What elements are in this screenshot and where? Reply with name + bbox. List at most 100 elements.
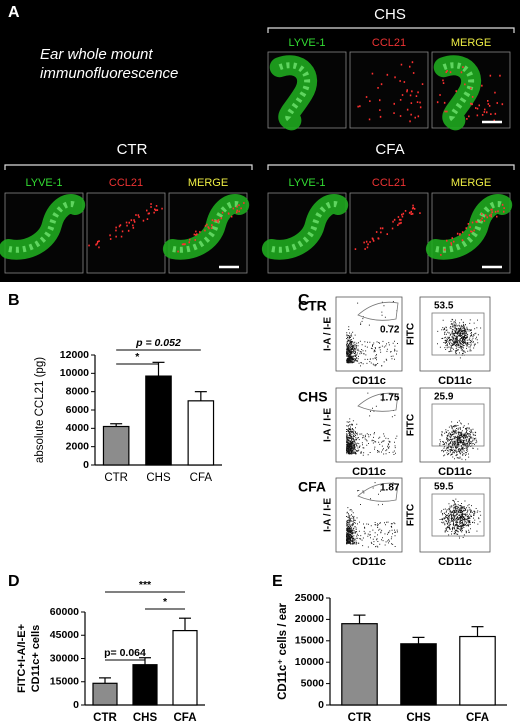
gate xyxy=(431,493,485,537)
group-title: CFA xyxy=(375,141,404,158)
ccl21-dots xyxy=(88,203,163,249)
vessel-highlight xyxy=(271,201,340,253)
gate-value: 1.75 xyxy=(380,393,400,404)
group-title: CTR xyxy=(117,141,148,158)
vessel-highlight xyxy=(442,62,475,124)
significance-label: p = 0.052 xyxy=(135,337,181,349)
flow-dots xyxy=(439,498,482,539)
bar xyxy=(132,664,158,706)
bar xyxy=(102,425,130,466)
flow-plot-frame xyxy=(419,387,491,463)
vessel-highlight xyxy=(172,201,241,253)
gate-value: 25.9 xyxy=(434,392,454,403)
y-tick-label: 8000 xyxy=(66,385,90,397)
x-axis-label: CD11c xyxy=(352,556,386,568)
x-axis-label: CD11c xyxy=(438,556,472,568)
channel-label: LYVE-1 xyxy=(288,177,325,189)
x-tick-label: CHS xyxy=(146,472,171,484)
flow-dots xyxy=(346,392,398,456)
flow-dots xyxy=(346,301,398,367)
x-tick-label: CFA xyxy=(190,472,213,484)
channel-label: LYVE-1 xyxy=(288,37,325,49)
channel-label: CCL21 xyxy=(109,177,143,189)
significance-label: * xyxy=(163,596,168,608)
micrograph-frame xyxy=(349,51,429,129)
y-tick-label: 0 xyxy=(73,699,79,711)
y-tick-label: 10000 xyxy=(60,367,89,379)
y-axis-label: CD11c+ cells xyxy=(30,625,42,693)
y-axis-label: FITC xyxy=(406,504,417,526)
y-axis-label: FITC xyxy=(406,414,417,436)
x-axis-label: CD11c xyxy=(438,375,472,387)
y-tick-label: 6000 xyxy=(66,404,90,416)
flow-plot-frame xyxy=(335,477,403,553)
gate xyxy=(357,301,399,321)
row-label: CFA xyxy=(298,479,326,495)
y-tick-label: 5000 xyxy=(301,677,325,689)
flow-plot-frame xyxy=(419,296,491,372)
x-tick-label: CTR xyxy=(104,472,128,484)
flow-dots xyxy=(439,420,479,461)
y-tick-label: 15000 xyxy=(295,635,324,647)
panel-label: C xyxy=(298,292,310,309)
gate-value: 53.5 xyxy=(434,301,454,312)
y-tick-label: 15000 xyxy=(50,676,79,688)
x-tick-label: CHS xyxy=(133,712,158,723)
channel-label: CCL21 xyxy=(372,177,406,189)
gate xyxy=(357,392,399,412)
y-tick-label: 30000 xyxy=(50,652,79,664)
y-axis-label: I-A / I-E xyxy=(323,408,334,442)
micrograph-frame xyxy=(86,192,166,274)
y-axis-label: FITC+I-A/I-E+ xyxy=(16,624,28,693)
y-tick-label: 0 xyxy=(83,459,89,471)
caption: immunofluorescence xyxy=(40,65,178,82)
x-tick-label: CTR xyxy=(348,712,372,723)
bar xyxy=(172,629,198,706)
bar xyxy=(187,400,215,466)
y-tick-label: 45000 xyxy=(50,629,79,641)
y-tick-label: 4000 xyxy=(66,422,90,434)
y-axis-label: I-A / I-E xyxy=(323,317,334,351)
flow-dots xyxy=(437,318,482,359)
channel-label: MERGE xyxy=(451,37,491,49)
significance-label: * xyxy=(135,351,140,363)
channel-label: LYVE-1 xyxy=(25,177,62,189)
y-tick-label: 25000 xyxy=(295,592,324,604)
gate xyxy=(357,482,399,502)
y-tick-label: 10000 xyxy=(295,656,324,668)
gate-value: 59.5 xyxy=(434,482,454,493)
caption: Ear whole mount xyxy=(40,46,153,63)
bar xyxy=(92,682,118,706)
x-axis-label: CD11c xyxy=(352,466,386,478)
y-axis-label: I-A / I-E xyxy=(323,498,334,532)
micrograph-frame xyxy=(349,192,429,274)
y-axis-label: CD11c⁺ cells / ear xyxy=(277,603,289,700)
y-tick-label: 60000 xyxy=(50,606,79,618)
vessel-highlight xyxy=(8,201,77,253)
y-axis-label: FITC xyxy=(406,323,417,345)
vessel-highlight xyxy=(435,201,504,253)
gate xyxy=(431,403,485,447)
panel-label: A xyxy=(8,4,20,21)
ccl21-dots xyxy=(177,202,245,253)
y-axis-label: absolute CCL21 (pg) xyxy=(34,357,46,463)
panel-label: D xyxy=(8,573,20,590)
x-tick-label: CTR xyxy=(93,712,117,723)
x-axis-label: CD11c xyxy=(352,375,386,387)
bracket xyxy=(267,27,515,33)
flow-plot-frame xyxy=(419,477,491,553)
bracket xyxy=(267,164,515,170)
ccl21-dots xyxy=(440,203,505,256)
gate-value: 1.87 xyxy=(380,483,400,494)
significance-label: p= 0.064 xyxy=(104,647,146,659)
bar xyxy=(459,635,496,706)
bar xyxy=(145,375,172,466)
gate-value: 0.72 xyxy=(380,325,400,336)
y-tick-label: 0 xyxy=(318,699,324,711)
x-axis-label: CD11c xyxy=(438,466,472,478)
row-label: CHS xyxy=(298,389,328,405)
channel-label: MERGE xyxy=(188,177,228,189)
flow-dots xyxy=(346,482,398,548)
